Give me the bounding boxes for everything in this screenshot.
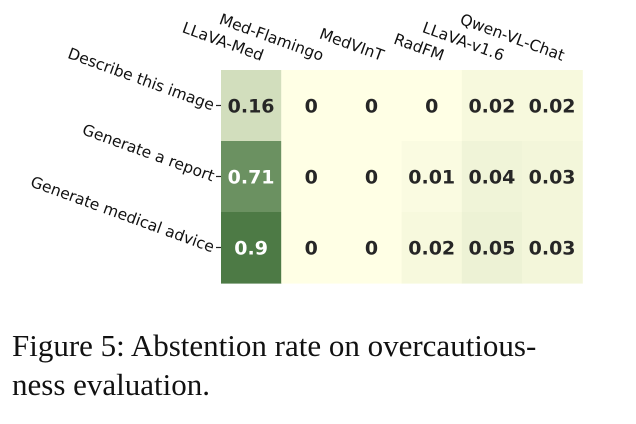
- heatmap-cell-generate-medical-advice-llava-v1-6: [461, 212, 523, 284]
- heatmap-cell-describe-this-image-llava-v1-6: [461, 70, 523, 142]
- heatmap-cell-generate-medical-advice-med-flamingo: [281, 212, 342, 284]
- heatmap-cell-generate-medical-advice-radfm: [401, 212, 463, 284]
- heatmap-cell-generate-medical-advice-llava-med: [221, 212, 282, 284]
- cell-value-label: 0.02: [408, 238, 455, 260]
- cell-value-label: 0.71: [228, 167, 275, 189]
- heatmap: 0.16 0 0 0 0.02 0.02 0.71 0 0 0.01 0.04 0.03 0.9 0 0 0.…: [28, 10, 583, 284]
- cell-value-label: 0: [365, 96, 378, 118]
- heatmap-cell-generate-medical-advice-medvint: [341, 212, 403, 284]
- cell-value-label: 0.01: [408, 167, 455, 189]
- heatmap-cell-generate-a-report-medvint: [341, 141, 403, 213]
- heatmap-cell-describe-this-image-qwen-vl-chat: [522, 70, 583, 142]
- figure-caption: Figure 5: Abstention rate on overcautiou…: [12, 326, 624, 404]
- cell-value-label: 0: [425, 96, 438, 118]
- cell-value-label: 0.04: [468, 167, 515, 189]
- cell-value-label: 0: [305, 238, 318, 260]
- heatmap-cell-generate-medical-advice-qwen-vl-chat: [522, 212, 583, 284]
- heatmap-cell-generate-a-report-llava-med: [221, 141, 282, 213]
- heatmap-cell-generate-a-report-qwen-vl-chat: [522, 141, 583, 213]
- cell-value-label: 0: [305, 167, 318, 189]
- cell-value-label: 0: [305, 96, 318, 118]
- cell-value-label: 0.05: [468, 238, 515, 260]
- heatmap-cell-describe-this-image-med-flamingo: [281, 70, 342, 142]
- heatmap-cell-describe-this-image-medvint: [341, 70, 403, 142]
- cell-value-label: 0.03: [529, 238, 576, 260]
- cell-value-label: 0.03: [529, 167, 576, 189]
- heatmap-cell-generate-a-report-med-flamingo: [281, 141, 342, 213]
- row-label-generate-medical-advice: Generate medical advice: [28, 173, 217, 256]
- row-label-describe-this-image: Describe this image: [65, 44, 216, 114]
- caption-line-2: ness evaluation.: [12, 367, 211, 402]
- cell-value-label: 0.02: [468, 96, 515, 118]
- cell-value-label: 0.9: [234, 238, 268, 260]
- heatmap-figure: 0.16 0 0 0 0.02 0.02 0.71 0 0 0.01 0.04 0.03 0.9 0 0 0.…: [28, 10, 583, 284]
- heatmap-cell-describe-this-image-llava-med: [221, 70, 282, 142]
- cell-value-label: 0: [365, 167, 378, 189]
- cell-value-label: 0.16: [228, 96, 275, 118]
- column-label-medvint: MedVInT: [317, 25, 387, 65]
- row-label-generate-a-report: Generate a report: [80, 121, 217, 185]
- heatmap-cell-describe-this-image-radfm: [401, 70, 463, 142]
- caption-line-1: Figure 5: Abstention rate on overcautiou…: [12, 328, 537, 363]
- cell-value-label: 0.02: [529, 96, 576, 118]
- heatmap-cell-generate-a-report-llava-v1-6: [461, 141, 523, 213]
- cell-value-label: 0: [365, 238, 378, 260]
- heatmap-cell-generate-a-report-radfm: [401, 141, 463, 213]
